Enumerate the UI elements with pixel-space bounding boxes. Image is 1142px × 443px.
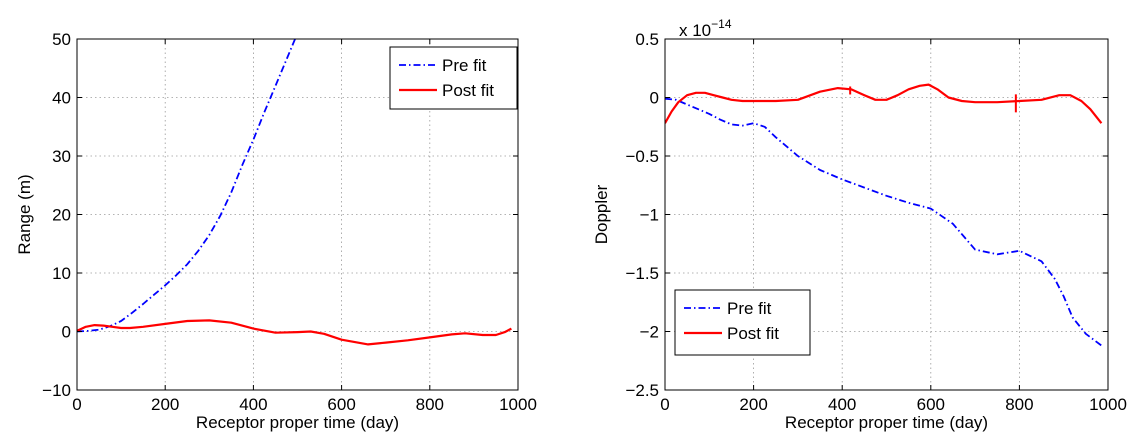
x-tick-label: 200: [151, 395, 179, 414]
legend-label: Post fit: [442, 81, 494, 100]
range-plot-panel: 0 200 400 600 800 1000−1001020304050Receptor …: [15, 30, 537, 432]
legend-box: [674, 289, 811, 356]
x-tick-label: 1000: [1089, 395, 1127, 414]
x-tick-label: 600: [917, 395, 945, 414]
doppler-plot-panel: 0 200 400 600 800 1000 −2.5 −2 −1.5 −1 −0.5 0 0.5 Rec…: [592, 17, 1127, 432]
x-tick-label: 0: [72, 395, 81, 414]
y-tick-label: −1: [640, 206, 659, 225]
y-scale-exponent: x 10−14: [679, 17, 732, 40]
legend: Pre fit Post fit: [674, 289, 811, 356]
x-tick-label: 800: [416, 395, 444, 414]
y-tick-label: 30: [52, 147, 71, 166]
legend-label: Post fit: [727, 324, 779, 343]
y-tick-label: 0.5: [635, 30, 659, 49]
series-line-pre-fit: [77, 39, 297, 333]
series-line-post-fit: [665, 83, 1103, 124]
x-axis-label: Receptor proper time (day): [196, 413, 399, 432]
y-tick-label: −2.5: [625, 381, 659, 400]
y-tick-label: 0: [62, 323, 71, 342]
y-tick-label: 40: [52, 89, 71, 108]
y-tick-label: 50: [52, 30, 71, 49]
x-tick-label: 200: [739, 395, 767, 414]
y-tick-label: 20: [52, 206, 71, 225]
y-tick-label: −0.5: [625, 147, 659, 166]
y-tick-label: 0: [650, 89, 659, 108]
x-axis-label: Receptor proper time (day): [785, 413, 988, 432]
x-tick-label: 400: [239, 395, 267, 414]
x-tick-label: 1000: [499, 395, 537, 414]
legend: Pre fit Post fit: [389, 46, 518, 110]
x-tick-label: 600: [327, 395, 355, 414]
y-tick-label: 10: [52, 264, 71, 283]
legend-label: Pre fit: [727, 299, 772, 318]
y-axis-label: Range (m): [15, 174, 34, 254]
legend-box: [389, 46, 518, 110]
series-line-post-fit: [77, 319, 512, 346]
x-tick-label: 400: [828, 395, 856, 414]
series-line-pre-fit: [665, 97, 1102, 347]
y-tick-label: −2: [640, 323, 659, 342]
x-tick-label: 0: [660, 395, 669, 414]
legend-label: Pre fit: [442, 56, 487, 75]
x-tick-label: 800: [1005, 395, 1033, 414]
y-axis-label: Doppler: [592, 184, 611, 244]
y-tick-label: −10: [42, 381, 71, 400]
y-tick-label: −1.5: [625, 264, 659, 283]
